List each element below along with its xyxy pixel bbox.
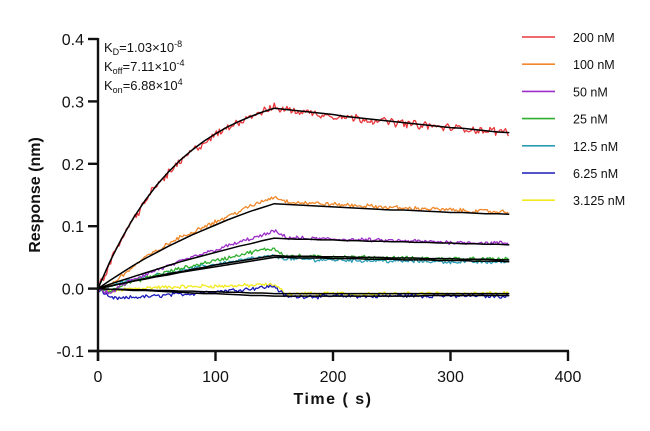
fit-3-125-nM [97,287,510,295]
legend-label: 12.5 nM [573,140,618,154]
fit-6-25-nM [97,287,510,297]
y-tick-label: 0.4 [62,32,84,49]
kinetic-constant-off: Koff=7.11×10-4 [104,58,185,76]
legend-label: 25 nM [573,113,608,127]
legend-label: 3.125 nM [573,194,625,208]
x-tick-label: 400 [555,369,582,386]
fit-100-nM [97,202,510,290]
kinetic-constant-on: Kon=6.88×104 [104,77,183,95]
kinetic-constant-d: KD=1.03×10-8 [104,39,182,57]
axes: -0.1 0.0 0.1 0.2 0.3 0.4 0 100 200 300 400 [56,32,581,386]
fit-curves [97,107,510,297]
y-tick-label: 0.0 [62,282,84,299]
legend: 200 nM 100 nM 50 nM 25 nM 12.5 nM 6.25 nM 3.12… [522,31,625,208]
x-tick-label: 200 [320,369,347,386]
y-tick-label: -0.1 [56,344,84,361]
x-tick-label: 100 [202,369,229,386]
legend-label: 200 nM [573,31,615,45]
y-axis-title: Response (nm) [27,137,44,253]
legend-label: 100 nM [573,58,615,72]
fit-200-nM [97,107,510,289]
x-axis-title: Time ( s) [294,391,373,408]
raw-traces [97,102,509,301]
fit-12-5-nM [97,256,510,290]
legend-label: 50 nM [573,85,608,99]
legend-label: 6.25 nM [573,167,618,181]
y-tick-label: 0.2 [62,157,84,174]
y-tick-label: 0.1 [62,219,84,236]
fit-50-nM [97,237,510,290]
y-tick-label: 0.3 [62,94,84,111]
fit-25-nM [97,254,510,290]
x-tick-label: 300 [437,369,464,386]
x-tick-label: 0 [94,369,103,386]
trace-100-nM [97,195,509,290]
